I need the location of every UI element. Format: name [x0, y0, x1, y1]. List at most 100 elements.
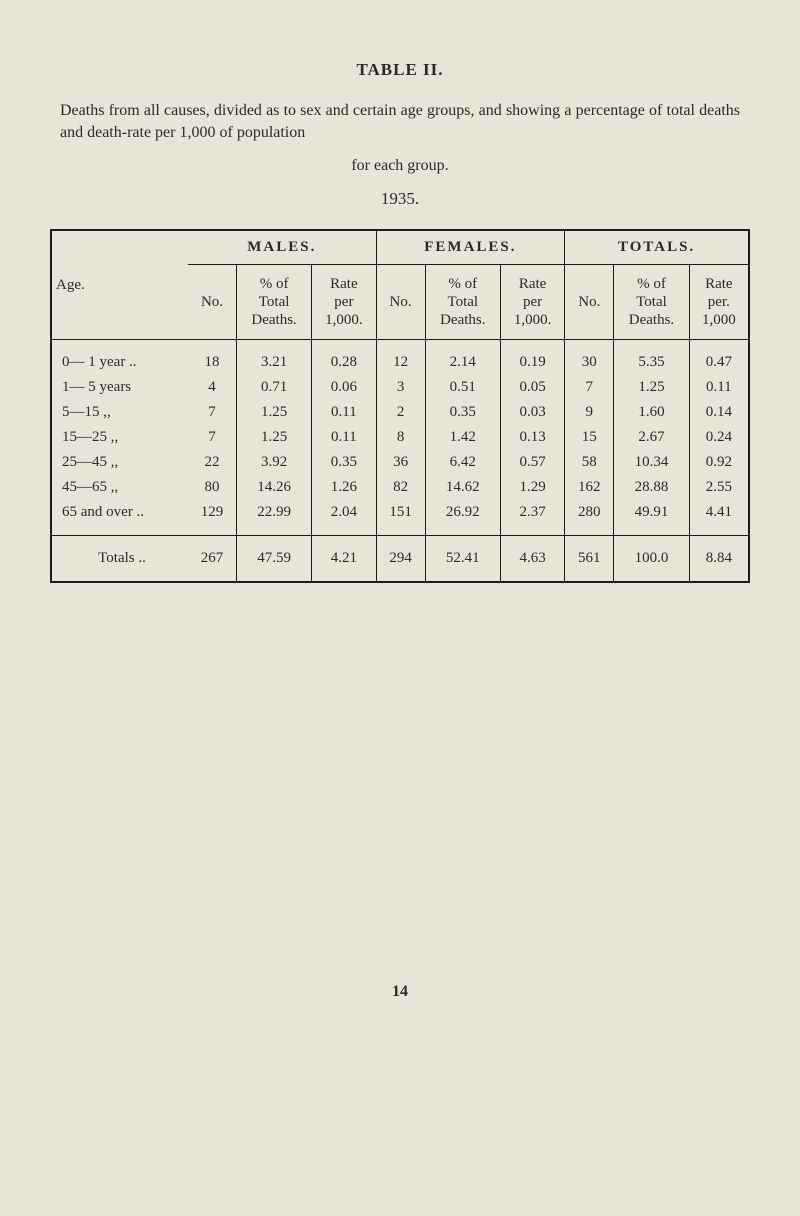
cell: 1.29: [500, 475, 564, 500]
cell: 1.25: [236, 425, 311, 450]
col-group-males: MALES.: [188, 230, 376, 265]
cell: 14.26: [236, 475, 311, 500]
cell: 7: [565, 375, 614, 400]
col-totals-no: No.: [565, 265, 614, 340]
col-age: Age.: [51, 230, 188, 340]
col-totals-rate: Rateper.1,000: [689, 265, 749, 340]
cell: 15: [565, 425, 614, 450]
table-title: TABLE II.: [50, 60, 750, 80]
cell: 1.60: [614, 400, 689, 425]
cell: 2.04: [312, 500, 376, 536]
cell: 52.41: [425, 536, 500, 583]
cell: 10.34: [614, 450, 689, 475]
cell: 1.26: [312, 475, 376, 500]
cell: 267: [188, 536, 236, 583]
cell: 280: [565, 500, 614, 536]
cell: 6.42: [425, 450, 500, 475]
cell: 4.63: [500, 536, 564, 583]
cell: 18: [188, 340, 236, 376]
col-females-rate: Rateper1,000.: [500, 265, 564, 340]
cell: 1.25: [614, 375, 689, 400]
cell-age: 45—65 ,,: [51, 475, 188, 500]
cell: 22.99: [236, 500, 311, 536]
table-row: 45—65 ,, 80 14.26 1.26 82 14.62 1.29 162…: [51, 475, 749, 500]
table-row: 65 and over .. 129 22.99 2.04 151 26.92 …: [51, 500, 749, 536]
cell: 14.62: [425, 475, 500, 500]
table-row: 15—25 ,, 7 1.25 0.11 8 1.42 0.13 15 2.67…: [51, 425, 749, 450]
cell: 0.11: [689, 375, 749, 400]
cell: 12: [376, 340, 425, 376]
table-description: Deaths from all causes, divided as to se…: [60, 100, 740, 143]
table-row: 5—15 ,, 7 1.25 0.11 2 0.35 0.03 9 1.60 0…: [51, 400, 749, 425]
cell-age: 65 and over ..: [51, 500, 188, 536]
col-group-females: FEMALES.: [376, 230, 565, 265]
cell: 162: [565, 475, 614, 500]
cell: 2.37: [500, 500, 564, 536]
cell: 0.57: [500, 450, 564, 475]
cell: 1.42: [425, 425, 500, 450]
table-body: 0— 1 year .. 18 3.21 0.28 12 2.14 0.19 3…: [51, 340, 749, 583]
cell: 0.24: [689, 425, 749, 450]
col-males-rate: Rateper1,000.: [312, 265, 376, 340]
cell: 28.88: [614, 475, 689, 500]
cell: 0.06: [312, 375, 376, 400]
col-group-totals: TOTALS.: [565, 230, 749, 265]
totals-row: Totals .. 267 47.59 4.21 294 52.41 4.63 …: [51, 536, 749, 583]
cell: 100.0: [614, 536, 689, 583]
deaths-table: Age. MALES. FEMALES. TOTALS. No. % ofTot…: [50, 229, 750, 583]
cell: 9: [565, 400, 614, 425]
cell: 561: [565, 536, 614, 583]
cell: 3.92: [236, 450, 311, 475]
cell-age: 1— 5 years: [51, 375, 188, 400]
cell-totals-label: Totals ..: [51, 536, 188, 583]
cell: 0.28: [312, 340, 376, 376]
cell: 2.67: [614, 425, 689, 450]
col-males-no: No.: [188, 265, 236, 340]
cell: 0.35: [425, 400, 500, 425]
cell: 0.92: [689, 450, 749, 475]
cell: 0.19: [500, 340, 564, 376]
cell: 1.25: [236, 400, 311, 425]
cell: 0.11: [312, 400, 376, 425]
table-row: 1— 5 years 4 0.71 0.06 3 0.51 0.05 7 1.2…: [51, 375, 749, 400]
cell: 0.51: [425, 375, 500, 400]
cell-age: 15—25 ,,: [51, 425, 188, 450]
cell: 47.59: [236, 536, 311, 583]
cell: 0.05: [500, 375, 564, 400]
page-number: 14: [50, 983, 750, 1001]
cell: 49.91: [614, 500, 689, 536]
cell: 0.13: [500, 425, 564, 450]
table-row: 25—45 ,, 22 3.92 0.35 36 6.42 0.57 58 10…: [51, 450, 749, 475]
cell-age: 25—45 ,,: [51, 450, 188, 475]
cell: 5.35: [614, 340, 689, 376]
cell: 7: [188, 400, 236, 425]
col-females-pct: % ofTotalDeaths.: [425, 265, 500, 340]
cell: 2: [376, 400, 425, 425]
cell: 0.47: [689, 340, 749, 376]
cell: 0.35: [312, 450, 376, 475]
col-females-no: No.: [376, 265, 425, 340]
cell: 26.92: [425, 500, 500, 536]
col-totals-pct: % ofTotalDeaths.: [614, 265, 689, 340]
cell: 0.71: [236, 375, 311, 400]
col-males-pct: % ofTotalDeaths.: [236, 265, 311, 340]
cell: 294: [376, 536, 425, 583]
cell: 4.41: [689, 500, 749, 536]
table-description-line2: for each group.: [50, 157, 750, 175]
cell: 129: [188, 500, 236, 536]
cell: 2.55: [689, 475, 749, 500]
cell: 4.21: [312, 536, 376, 583]
cell: 36: [376, 450, 425, 475]
cell: 0.11: [312, 425, 376, 450]
cell: 58: [565, 450, 614, 475]
cell: 0.14: [689, 400, 749, 425]
cell: 8: [376, 425, 425, 450]
table-row: 0— 1 year .. 18 3.21 0.28 12 2.14 0.19 3…: [51, 340, 749, 376]
cell: 4: [188, 375, 236, 400]
cell: 8.84: [689, 536, 749, 583]
cell-age: 0— 1 year ..: [51, 340, 188, 376]
table-year: 1935.: [50, 189, 750, 209]
cell: 30: [565, 340, 614, 376]
cell: 80: [188, 475, 236, 500]
cell: 3.21: [236, 340, 311, 376]
